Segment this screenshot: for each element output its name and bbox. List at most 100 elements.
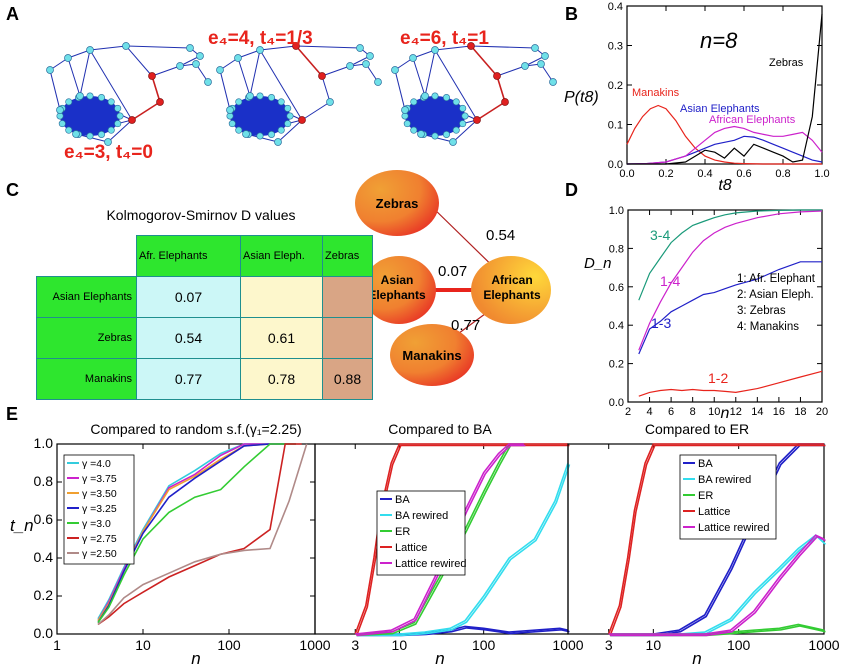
node-manakins-label: Manakins: [402, 348, 461, 363]
x-tick-label: 12: [730, 406, 742, 418]
network-edge: [89, 49, 133, 121]
legend-label: γ =3.75: [82, 473, 117, 485]
legend-label: BA: [698, 458, 713, 470]
x-tick-label: 1000: [552, 637, 583, 653]
network-edge: [259, 49, 303, 121]
chart-b-series-label: African Elephants: [709, 114, 796, 126]
series-line-D-0: [638, 209, 822, 301]
ks-cell-3-1: 0.77: [136, 357, 241, 400]
network-node: [449, 138, 457, 146]
network-node: [537, 60, 545, 68]
x-tick-label: 0.2: [658, 168, 673, 180]
panel-label-e: E: [6, 404, 18, 424]
network-edge: [49, 69, 61, 111]
network-node: [442, 94, 450, 102]
x-tick-label: 1.0: [814, 168, 829, 180]
network-node: [72, 130, 80, 138]
y-tick-label: 0.4: [34, 549, 54, 565]
ks-cell-1-2: [240, 275, 323, 318]
network-node: [521, 62, 529, 70]
chart-d-legend-line: 3: Zebras: [737, 305, 786, 317]
y-tick-label: 0.4: [609, 320, 624, 332]
network-node: [234, 54, 242, 62]
network-edge: [434, 45, 472, 51]
node-zebras-label: Zebras: [376, 196, 419, 211]
y-tick-label: 0.0: [608, 159, 623, 171]
chart-e1-ylabel: t_n: [10, 516, 34, 535]
network-edge: [394, 69, 406, 111]
network-node: [391, 66, 399, 74]
chart-e1-title: Compared to random s.f.(γ₁=2.25): [90, 421, 301, 437]
panel-label-b: B: [565, 4, 578, 24]
network-node: [549, 78, 557, 86]
panel-a-label-2: e₄=4, t₄=1/3: [208, 28, 313, 49]
legend-label: γ =2.50: [82, 548, 117, 560]
network-edge: [277, 119, 303, 143]
chart-D-frame: [627, 209, 823, 403]
network-node-highlight: [148, 72, 156, 80]
x-tick-label: 3: [351, 637, 359, 653]
x-tick-label: 6: [668, 406, 674, 418]
network-node: [58, 120, 66, 128]
ks-col-header-1: Afr. Elephants: [136, 235, 241, 277]
network-edge: [452, 119, 478, 143]
series-line-B-1: [626, 135, 823, 165]
x-tick-label: 100: [472, 637, 496, 653]
network-node: [228, 120, 236, 128]
legend-label: BA: [395, 494, 410, 506]
network-edge: [67, 49, 91, 59]
node-african-elephants: [471, 256, 551, 324]
network-edge: [321, 65, 351, 77]
network-edge: [79, 49, 91, 97]
edge-label-asian: 0.07: [438, 263, 467, 280]
network-node: [417, 130, 425, 138]
x-tick-label: 1: [53, 637, 61, 653]
network-node-highlight: [493, 72, 501, 80]
node-african-label-2: Elephants: [483, 288, 541, 302]
network-node: [346, 62, 354, 70]
series-line-E3-4: [608, 534, 825, 635]
network-node: [277, 98, 285, 106]
x-tick-label: 1000: [808, 637, 839, 653]
chart-d-series-label: 1-3: [651, 315, 671, 331]
network-edge: [67, 57, 81, 97]
network-node: [65, 98, 73, 106]
ks-row-header-3: Manakins: [36, 357, 137, 400]
network-node: [541, 52, 549, 60]
series-line-E1-1: [97, 443, 296, 622]
network-node: [401, 106, 409, 114]
series-line-E2-2-b: [356, 444, 526, 637]
network-node: [114, 104, 122, 112]
series-line-B-2: [626, 125, 823, 165]
chart-d-xlabel: n: [721, 405, 730, 422]
node-african-label-1: African: [491, 273, 532, 287]
legend-label: ER: [698, 490, 713, 502]
network-node: [274, 138, 282, 146]
network-node: [86, 92, 94, 100]
network-node: [226, 106, 234, 114]
series-line-B-3: [627, 13, 823, 165]
x-tick-label: 16: [773, 406, 785, 418]
network-node-highlight: [298, 116, 306, 124]
legend-label: γ =3.50: [82, 488, 117, 500]
ks-row-header-2: Zebras: [36, 316, 137, 359]
network-node: [104, 138, 112, 146]
node-manakins: [390, 324, 474, 386]
network-node: [362, 60, 370, 68]
network-node: [421, 92, 429, 100]
node-zebras: [355, 170, 439, 236]
chart-b-title: n=8: [700, 28, 738, 53]
network-edge: [131, 101, 161, 121]
series-line-D-1: [638, 210, 823, 351]
network-cluster: [405, 96, 465, 136]
node-asian-label-1: Asian: [381, 273, 414, 287]
network-node: [267, 130, 275, 138]
chart-b-series-label: Zebras: [769, 57, 804, 69]
network-diagram-panel-a: [46, 42, 557, 146]
series-line-E1-6: [97, 443, 308, 626]
ks-col-header-3: Zebras: [322, 235, 373, 277]
y-tick-label: 0.6: [609, 282, 624, 294]
series-line-E1-4: [97, 443, 296, 624]
network-node-highlight: [501, 98, 509, 106]
x-tick-label: 14: [751, 406, 763, 418]
